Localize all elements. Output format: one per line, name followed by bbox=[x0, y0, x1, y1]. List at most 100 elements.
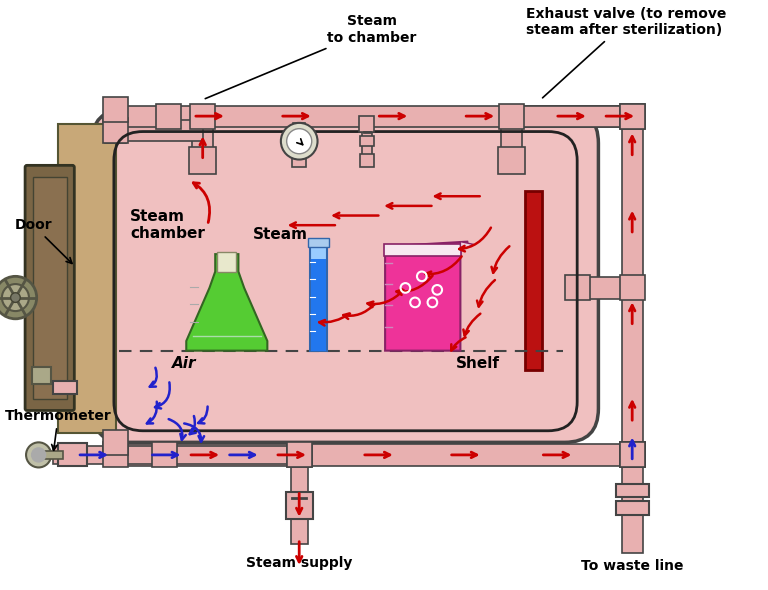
Bar bbox=[114, 355, 578, 423]
Bar bbox=[114, 353, 578, 373]
Bar bbox=[157, 104, 181, 129]
Bar bbox=[620, 104, 645, 129]
Bar bbox=[164, 444, 632, 466]
Circle shape bbox=[11, 293, 20, 303]
Bar bbox=[105, 109, 127, 143]
Bar bbox=[621, 116, 643, 455]
Text: Steam
to chamber: Steam to chamber bbox=[205, 15, 416, 99]
Bar bbox=[116, 120, 203, 141]
Polygon shape bbox=[187, 254, 267, 350]
Bar bbox=[114, 142, 578, 329]
Bar bbox=[114, 353, 578, 359]
Bar bbox=[362, 124, 372, 160]
Circle shape bbox=[286, 129, 312, 154]
Text: Steam: Steam bbox=[253, 227, 307, 242]
Text: Air: Air bbox=[172, 356, 197, 371]
Polygon shape bbox=[385, 241, 468, 350]
Bar bbox=[359, 116, 375, 132]
Bar bbox=[360, 136, 373, 146]
Bar bbox=[114, 140, 578, 263]
Text: Steam supply: Steam supply bbox=[246, 556, 353, 570]
Bar bbox=[114, 355, 578, 427]
Bar bbox=[114, 354, 578, 393]
Bar bbox=[103, 118, 128, 143]
Bar bbox=[114, 141, 578, 301]
Bar bbox=[114, 353, 578, 386]
Bar bbox=[293, 154, 306, 168]
Bar bbox=[53, 446, 300, 464]
Bar bbox=[189, 147, 217, 174]
Bar bbox=[620, 442, 645, 467]
Bar bbox=[501, 114, 522, 162]
Bar bbox=[114, 142, 578, 323]
Bar bbox=[114, 353, 578, 385]
Bar bbox=[114, 353, 578, 357]
Bar bbox=[114, 137, 578, 159]
Bar bbox=[114, 355, 578, 425]
Bar bbox=[114, 353, 578, 355]
Bar bbox=[286, 442, 312, 467]
Bar bbox=[114, 139, 578, 203]
Circle shape bbox=[26, 442, 51, 467]
FancyBboxPatch shape bbox=[25, 165, 74, 411]
Bar bbox=[169, 106, 632, 127]
Bar bbox=[114, 354, 578, 399]
Text: Door: Door bbox=[15, 218, 72, 263]
Bar bbox=[114, 354, 578, 415]
Bar bbox=[114, 354, 578, 401]
Bar bbox=[114, 354, 578, 395]
Bar bbox=[616, 484, 649, 497]
Bar bbox=[114, 142, 578, 334]
Bar bbox=[114, 142, 578, 345]
Bar bbox=[114, 140, 578, 247]
Bar bbox=[114, 353, 578, 375]
Bar bbox=[310, 240, 327, 350]
Bar bbox=[114, 139, 578, 208]
Bar bbox=[114, 138, 578, 181]
Bar bbox=[114, 353, 578, 366]
Bar bbox=[105, 442, 127, 455]
Circle shape bbox=[0, 276, 37, 319]
Bar bbox=[114, 353, 578, 371]
Bar bbox=[192, 114, 214, 162]
Bar bbox=[116, 106, 169, 127]
Bar bbox=[114, 139, 578, 225]
Text: Exhaust valve (to remove
steam after sterilization): Exhaust valve (to remove steam after ste… bbox=[526, 6, 727, 98]
Bar bbox=[114, 354, 578, 405]
Bar bbox=[620, 104, 645, 129]
Bar bbox=[114, 355, 578, 417]
Bar bbox=[103, 430, 128, 455]
Bar bbox=[114, 139, 578, 230]
Bar bbox=[621, 455, 643, 553]
Bar bbox=[151, 442, 177, 467]
Bar bbox=[53, 381, 78, 394]
Bar bbox=[38, 451, 63, 459]
Bar bbox=[620, 442, 645, 467]
Bar bbox=[290, 455, 308, 544]
Bar bbox=[114, 354, 578, 407]
Bar bbox=[286, 442, 312, 467]
Bar bbox=[114, 141, 578, 285]
Bar bbox=[114, 353, 578, 369]
Bar bbox=[564, 276, 590, 300]
Bar bbox=[31, 367, 51, 385]
Circle shape bbox=[2, 284, 29, 311]
Bar bbox=[114, 140, 578, 241]
Bar bbox=[114, 138, 578, 175]
Bar bbox=[293, 123, 305, 135]
Circle shape bbox=[31, 447, 46, 463]
Bar bbox=[114, 142, 578, 312]
Bar bbox=[103, 442, 128, 467]
Bar bbox=[58, 124, 116, 432]
Bar bbox=[114, 142, 578, 340]
Bar bbox=[114, 355, 578, 419]
Bar bbox=[114, 139, 578, 214]
Bar bbox=[114, 355, 578, 421]
Bar bbox=[525, 191, 542, 370]
Bar bbox=[620, 276, 645, 300]
Bar bbox=[114, 142, 578, 318]
Bar bbox=[511, 106, 632, 127]
Bar bbox=[114, 353, 578, 391]
Text: Thermometer: Thermometer bbox=[5, 409, 111, 450]
Bar bbox=[114, 140, 578, 274]
